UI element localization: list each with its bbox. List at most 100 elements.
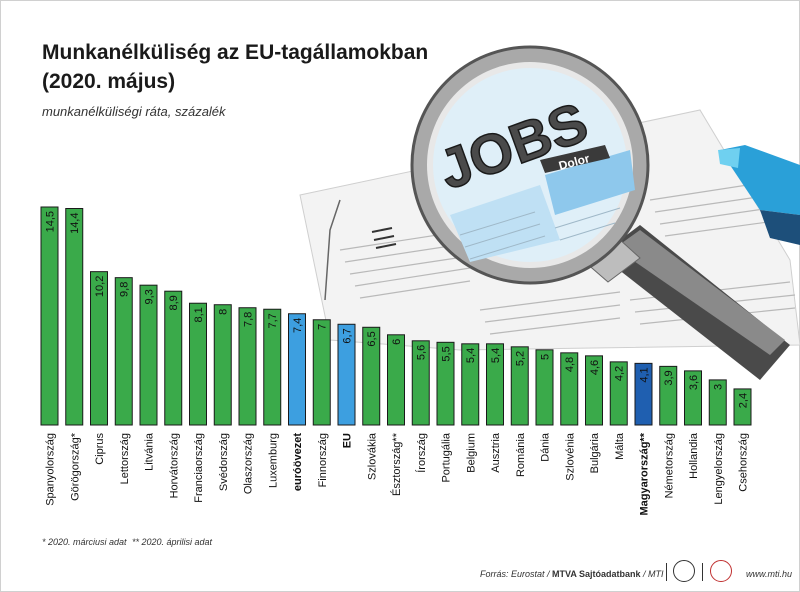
- bar-value-label: 4,6: [589, 360, 601, 375]
- bar: [634, 362, 653, 426]
- bar-value-label: 7,8: [243, 312, 255, 327]
- bar-value-label: 6,7: [342, 328, 354, 343]
- bar: [585, 355, 603, 426]
- category-label: Németország: [663, 433, 675, 498]
- category-label: Románia: [515, 432, 527, 477]
- bar: [362, 326, 381, 426]
- footer-separator: [666, 563, 667, 581]
- bar: [213, 304, 232, 426]
- bar-value-label: 9,3: [144, 289, 156, 304]
- bar-value-label: 5,2: [515, 351, 527, 366]
- chart-title-line2: (2020. május): [42, 70, 176, 93]
- bar: [535, 349, 554, 426]
- bar: [288, 313, 306, 426]
- bar-value-label: 4,1: [639, 367, 651, 382]
- bar: [189, 302, 207, 426]
- category-label: Litvánia: [144, 432, 156, 471]
- bar-value-label: 5,4: [490, 348, 502, 363]
- source-suffix: / MTI: [640, 569, 664, 579]
- category-label: Hollandia: [688, 432, 700, 479]
- source-line: Forrás: Eurostat / MTVA Sajtóadatbank / …: [480, 569, 664, 579]
- footer-separator: [702, 563, 703, 581]
- category-label: Portugália: [441, 432, 453, 482]
- category-label: Finnország: [317, 433, 329, 487]
- category-label: Franciaország: [193, 433, 205, 503]
- bar: [387, 334, 405, 426]
- category-label: Svédország: [218, 433, 230, 491]
- bar-value-label: 2,4: [738, 393, 750, 408]
- chart-title: Munkanélküliség az EU-tagállamokban (202…: [42, 38, 428, 96]
- magnifier-lens: JOBS Dolor: [410, 45, 650, 285]
- bar-value-label: 8,9: [168, 295, 180, 310]
- bar-value-label: 8,1: [193, 307, 205, 322]
- category-label: Írország: [415, 433, 428, 473]
- bar: [411, 340, 430, 426]
- bar: [139, 284, 158, 426]
- category-label: Szlovénia: [564, 432, 576, 481]
- bar-value-label: 6,5: [366, 331, 378, 346]
- highlighter-illustration: [718, 145, 800, 245]
- bar: [312, 319, 331, 426]
- bar-value-label: 9,8: [119, 282, 131, 297]
- bar: [40, 206, 59, 426]
- bar: [510, 346, 529, 426]
- bar: [659, 365, 678, 426]
- footnote-march: * 2020. márciusi adat: [42, 537, 127, 547]
- chart-subtitle: munkanélküliségi ráta, százalék: [42, 104, 226, 119]
- category-label: EU: [342, 433, 354, 448]
- category-label: Olaszország: [243, 433, 255, 494]
- bar-value-label: 5,4: [465, 348, 477, 363]
- bar-value-label: 14,4: [69, 213, 81, 234]
- category-label: Csehország: [738, 433, 750, 492]
- bar-value-label: 5: [540, 354, 552, 360]
- category-label: Görögország*: [69, 432, 81, 501]
- bar: [708, 379, 727, 426]
- bar-value-label: 5,6: [416, 345, 428, 360]
- category-label: Lettország: [119, 433, 131, 484]
- category-label: Lengyelország: [713, 433, 725, 505]
- bar-value-label: 3,9: [663, 370, 675, 385]
- bar-value-label: 4,2: [614, 366, 626, 381]
- bar-value-label: 7,7: [267, 313, 279, 328]
- bar: [461, 343, 480, 426]
- bar: [114, 277, 133, 426]
- bar-value-label: 7: [317, 324, 329, 330]
- bar: [164, 290, 183, 426]
- bar: [733, 388, 752, 426]
- category-label: Dánia: [540, 432, 552, 462]
- category-label: Spanyolország: [45, 433, 57, 506]
- chart-title-line1: Munkanélküliség az EU-tagállamokban: [42, 41, 429, 64]
- bar: [436, 341, 455, 426]
- bar: [263, 308, 282, 426]
- source-bold: MTVA Sajtóadatbank: [552, 569, 641, 579]
- bar-value-label: 3,6: [688, 375, 700, 390]
- website-text: www.mti.hu: [746, 569, 793, 579]
- category-label: Észtország**: [390, 432, 403, 496]
- category-label: Belgium: [465, 433, 477, 473]
- category-label: Magyarország**: [639, 432, 651, 515]
- bar-value-label: 6: [391, 339, 403, 345]
- bar-value-label: 7,4: [292, 318, 304, 333]
- bar: [609, 361, 628, 426]
- category-label: Málta: [614, 432, 626, 460]
- bar: [560, 352, 579, 426]
- bar: [684, 370, 702, 426]
- source-prefix: Forrás: Eurostat /: [480, 569, 553, 579]
- mtva-logo-icon: [673, 560, 695, 582]
- category-label: Ausztria: [490, 432, 502, 473]
- category-label: euróövezet: [292, 433, 304, 491]
- bar-value-label: 4,8: [564, 357, 576, 372]
- bar: [337, 323, 356, 426]
- bar-value-label: 3: [713, 384, 725, 390]
- bar: [238, 307, 257, 426]
- category-label: Luxemburg: [267, 433, 279, 488]
- bar-value-label: 5,5: [441, 346, 453, 361]
- bar-group: 14,5 Spanyolország 14,4 Görögország* 10,2 Cip…: [40, 206, 752, 516]
- bar-value-label: 8: [218, 309, 230, 315]
- bar: [486, 343, 504, 426]
- bar-value-label: 14,5: [45, 211, 57, 232]
- category-label: Bulgária: [589, 432, 601, 473]
- bar: [65, 208, 84, 426]
